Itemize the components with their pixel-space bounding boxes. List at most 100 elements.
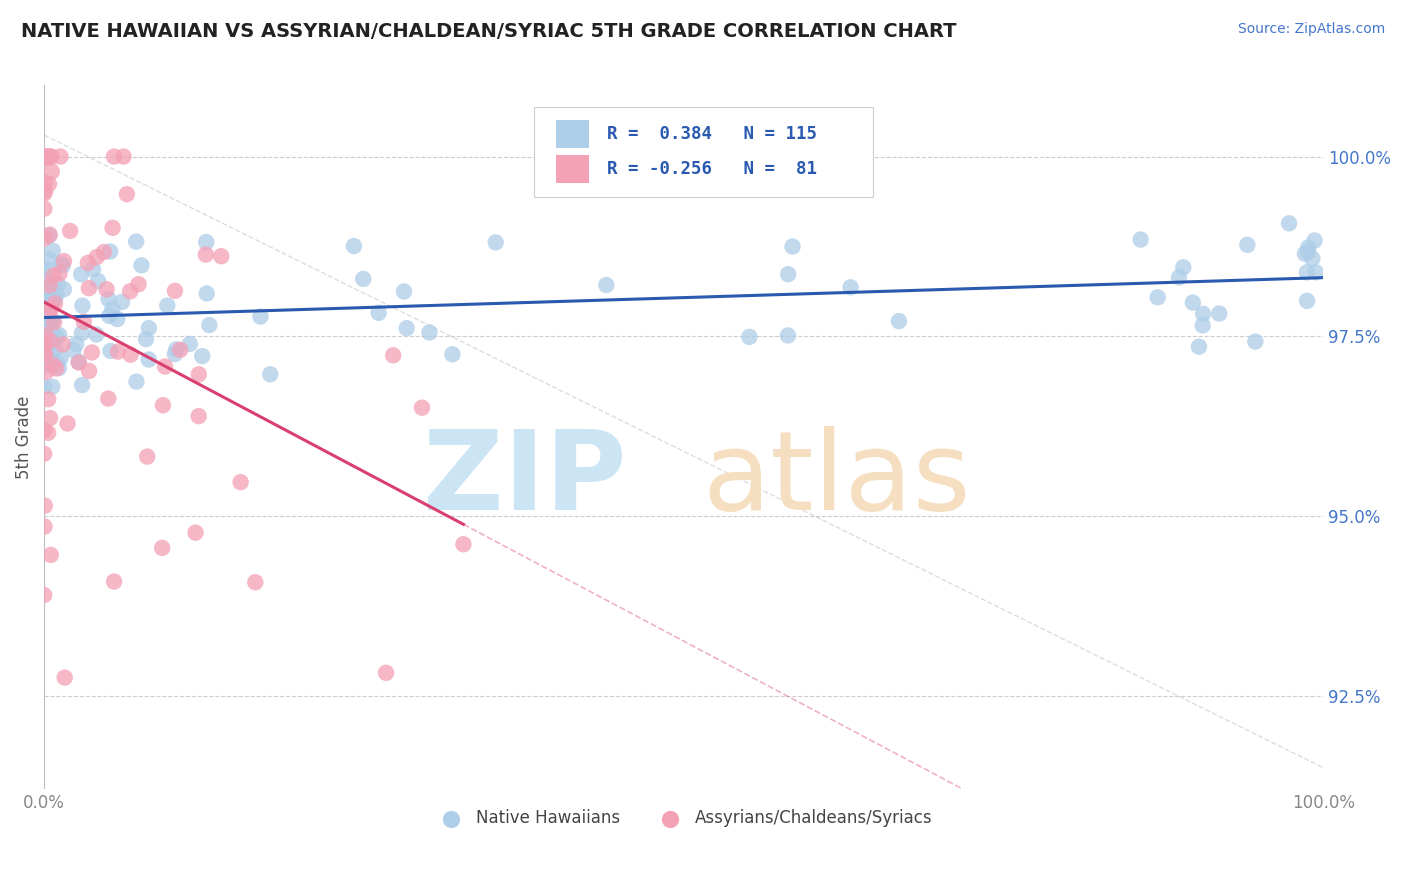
Point bbox=[38, 227, 60, 242]
Point bbox=[35, 274, 58, 288]
Point bbox=[32, 423, 55, 437]
Point bbox=[1244, 334, 1267, 349]
Point bbox=[35, 343, 58, 358]
Point bbox=[35, 334, 58, 348]
Point bbox=[42, 293, 65, 307]
Point bbox=[67, 354, 90, 368]
Point bbox=[125, 375, 148, 389]
Point bbox=[37, 261, 59, 276]
Point bbox=[32, 265, 55, 279]
Point bbox=[163, 347, 186, 361]
Bar bbox=[555, 155, 589, 184]
Point bbox=[34, 314, 56, 328]
Point bbox=[209, 249, 232, 263]
Point bbox=[1305, 265, 1327, 279]
Point bbox=[107, 344, 129, 359]
Point bbox=[150, 541, 173, 555]
Point bbox=[38, 252, 60, 267]
Point bbox=[1294, 246, 1316, 260]
Point bbox=[98, 309, 121, 323]
Point bbox=[38, 298, 60, 312]
Point bbox=[39, 293, 62, 308]
Point bbox=[41, 164, 63, 178]
Point bbox=[35, 365, 58, 379]
Point bbox=[38, 278, 60, 293]
Point bbox=[70, 326, 93, 340]
Point bbox=[169, 343, 191, 357]
Text: ZIP: ZIP bbox=[423, 425, 626, 533]
Point bbox=[34, 351, 56, 366]
Point bbox=[1181, 295, 1204, 310]
Point bbox=[34, 231, 56, 245]
Point bbox=[100, 343, 122, 358]
Point bbox=[46, 356, 69, 370]
Point bbox=[97, 392, 120, 406]
Point bbox=[352, 272, 374, 286]
Point bbox=[35, 152, 58, 166]
Point bbox=[120, 285, 142, 299]
Point bbox=[32, 447, 55, 461]
Point bbox=[187, 409, 209, 423]
Point bbox=[73, 315, 96, 329]
Point bbox=[32, 310, 55, 325]
Point bbox=[441, 347, 464, 361]
Point bbox=[62, 343, 84, 358]
Point bbox=[41, 329, 63, 343]
Point bbox=[41, 379, 63, 393]
Point bbox=[53, 671, 76, 685]
Point bbox=[45, 330, 67, 344]
Point bbox=[1303, 234, 1326, 248]
Point bbox=[38, 177, 60, 191]
Point bbox=[32, 379, 55, 393]
Point bbox=[778, 267, 800, 281]
Point bbox=[195, 235, 218, 249]
Point bbox=[98, 244, 121, 259]
Point bbox=[34, 346, 56, 360]
Point bbox=[32, 588, 55, 602]
Point bbox=[382, 348, 405, 362]
Point bbox=[103, 574, 125, 589]
Bar bbox=[555, 120, 589, 148]
Text: R = -0.256   N =  81: R = -0.256 N = 81 bbox=[607, 161, 817, 178]
Point bbox=[72, 299, 94, 313]
Point bbox=[135, 332, 157, 346]
Point bbox=[77, 364, 100, 378]
Point bbox=[38, 334, 60, 348]
Point bbox=[229, 475, 252, 489]
Point bbox=[249, 310, 271, 324]
Point bbox=[67, 355, 90, 369]
Point bbox=[96, 282, 118, 296]
FancyBboxPatch shape bbox=[534, 107, 873, 197]
Y-axis label: 5th Grade: 5th Grade bbox=[15, 395, 32, 479]
Point bbox=[32, 359, 55, 373]
Point bbox=[34, 176, 56, 190]
Point bbox=[80, 345, 103, 359]
Point bbox=[179, 337, 201, 351]
Point bbox=[595, 278, 617, 293]
Point bbox=[52, 282, 75, 296]
Point bbox=[86, 327, 108, 342]
Point bbox=[38, 150, 60, 164]
Point bbox=[128, 277, 150, 292]
Point bbox=[392, 285, 415, 299]
Point bbox=[195, 286, 218, 301]
Point bbox=[101, 301, 124, 316]
Point bbox=[41, 358, 63, 372]
Point bbox=[44, 342, 66, 356]
Point bbox=[39, 301, 62, 315]
Point bbox=[1236, 237, 1258, 252]
Point bbox=[1168, 270, 1191, 285]
Point bbox=[153, 359, 176, 374]
Point bbox=[32, 330, 55, 344]
Point bbox=[32, 150, 55, 164]
Point bbox=[39, 411, 62, 425]
Point bbox=[86, 250, 108, 264]
Point bbox=[38, 150, 60, 164]
Point bbox=[101, 220, 124, 235]
Point bbox=[34, 150, 56, 164]
Text: atlas: atlas bbox=[703, 425, 972, 533]
Point bbox=[152, 398, 174, 412]
Point bbox=[34, 202, 56, 216]
Point bbox=[32, 186, 55, 201]
Point bbox=[35, 317, 58, 331]
